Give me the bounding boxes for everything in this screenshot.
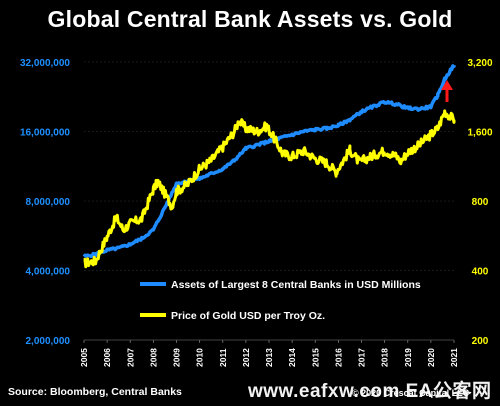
x-tick-label: 2007 (125, 348, 135, 367)
gold-price-line (83, 109, 456, 269)
x-tick-label: 2019 (403, 348, 413, 367)
x-tick-label: 2012 (241, 348, 251, 367)
x-tick-label: 2011 (218, 348, 228, 367)
x-axis-ticks: 2005 2006 2007 2008 2009 2010 2011 2012 2013 2014… (79, 339, 459, 367)
left-axis-ticks: 32,000,000 16,000,000 8,000,000 4,000,000 2,… (20, 58, 70, 347)
left-tick-label: 8,000,000 (26, 197, 71, 208)
left-tick-label: 4,000,000 (26, 267, 71, 278)
watermark: www.eafxw.com EA公客网 (248, 381, 492, 402)
x-tick-label: 2021 (449, 348, 459, 367)
left-tick-label: 32,000,000 (20, 58, 70, 69)
copyright-note: © 2020 Crescat Capital LLC (352, 388, 470, 398)
right-tick-label: 800 (472, 197, 489, 208)
x-tick-label: 2017 (357, 348, 367, 367)
central-bank-assets-line (82, 64, 456, 259)
x-tick-label: 2013 (264, 348, 274, 367)
x-tick-label: 2016 (333, 348, 343, 367)
right-tick-label: 3,200 (467, 58, 492, 69)
x-tick-label: 2008 (148, 348, 158, 367)
series-lines (82, 64, 456, 269)
x-tick-label: 2010 (195, 348, 205, 367)
right-tick-label: 1,600 (467, 128, 492, 139)
right-axis-ticks: 3,200 1,600 800 400 200 (467, 58, 492, 347)
legend-label-assets: Assets of Largest 8 Central Banks in USD… (171, 279, 421, 291)
chart-title: Global Central Bank Assets vs. Gold (47, 6, 453, 32)
x-tick-label: 2005 (79, 348, 89, 367)
x-tick-label: 2020 (426, 348, 436, 367)
x-tick-label: 2018 (380, 348, 390, 367)
source-note: Source: Bloomberg, Central Banks (8, 386, 182, 398)
red-arrow-annotation (441, 80, 453, 102)
left-tick-label: 2,000,000 (26, 336, 71, 347)
x-tick-label: 2014 (287, 348, 297, 367)
left-tick-label: 16,000,000 (20, 128, 70, 139)
right-tick-label: 200 (472, 336, 489, 347)
legend: Assets of Largest 8 Central Banks in USD… (140, 279, 421, 322)
right-tick-label: 400 (472, 267, 489, 278)
x-tick-label: 2009 (172, 348, 182, 367)
legend-label-gold: Price of Gold USD per Troy Oz. (171, 310, 325, 322)
x-tick-label: 2006 (102, 348, 112, 367)
x-tick-label: 2015 (310, 348, 320, 367)
